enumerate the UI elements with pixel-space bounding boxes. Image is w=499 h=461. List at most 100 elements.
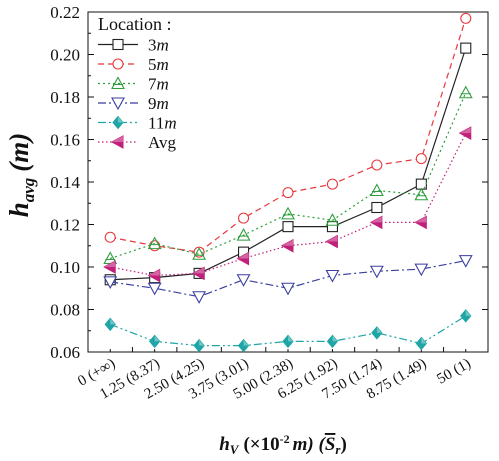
legend-label: 9m	[148, 94, 169, 113]
data-point	[147, 282, 162, 296]
data-point-shade	[243, 339, 249, 346]
legend-item: 3m	[98, 36, 169, 55]
series-avg	[103, 126, 472, 283]
y-axis-title-main: h	[4, 202, 34, 217]
data-point	[326, 334, 339, 349]
legend-marker	[112, 58, 124, 70]
legend-item: 11m	[98, 114, 177, 133]
x-axis-title-sub: V	[230, 442, 240, 457]
legend-label-unit: m	[157, 75, 169, 94]
data-point	[458, 255, 473, 268]
series-11	[104, 309, 472, 353]
data-point	[236, 251, 250, 266]
x-axis-title-main: h	[219, 434, 230, 455]
data-point	[458, 126, 472, 140]
x-axis-title-s: S	[325, 434, 336, 455]
data-point-shade	[459, 127, 471, 134]
data-point-shade	[288, 335, 293, 342]
legend-label-unit: m	[157, 36, 169, 55]
data-point-shade	[110, 318, 116, 325]
x-axis-title: hV (×10-2 m) (Sr)	[219, 432, 347, 457]
data-point	[460, 42, 472, 54]
legend-title: Location :	[98, 14, 171, 34]
data-point-shade	[421, 337, 427, 344]
data-point	[103, 260, 116, 274]
legend-label-name: 7	[148, 75, 157, 94]
legend-marker-shade	[118, 116, 123, 123]
data-point	[282, 334, 294, 349]
y-tick-label: 0.22	[50, 3, 80, 22]
data-point	[103, 276, 118, 290]
data-point	[236, 227, 251, 241]
data-point-shade	[415, 216, 427, 223]
y-axis-title-unit: (m)	[4, 133, 34, 172]
x-tick-label: 50 (1)	[434, 356, 473, 388]
legend-item: 7m	[98, 75, 169, 94]
legend-item: Avg	[98, 133, 177, 152]
data-point-shade	[237, 252, 249, 259]
data-point	[414, 187, 429, 201]
series-line	[110, 315, 467, 347]
series-line	[110, 92, 467, 260]
legend-marker	[111, 97, 125, 111]
legend-label: Avg	[148, 133, 177, 152]
data-point	[460, 309, 472, 323]
legend-label: 7m	[148, 75, 169, 94]
data-point	[237, 338, 250, 353]
data-point	[104, 317, 116, 332]
data-point-shade	[376, 326, 382, 333]
data-point	[280, 238, 294, 253]
data-point	[104, 231, 116, 243]
legend-item: 5m	[98, 55, 169, 74]
data-point-shade	[370, 216, 382, 223]
legend-label-unit: m	[157, 94, 169, 113]
y-axis-title-sub: avg	[19, 177, 38, 202]
x-axis-title-s-sub: r	[335, 442, 341, 457]
legend-label-name: 3	[148, 36, 157, 55]
data-point-shade	[154, 335, 160, 342]
data-point	[193, 338, 205, 353]
data-point	[414, 263, 429, 277]
data-point	[415, 153, 427, 165]
data-point-shade	[282, 239, 293, 246]
data-point	[371, 326, 383, 340]
legend-label-name: 9	[148, 94, 157, 113]
data-point	[414, 215, 427, 230]
y-tick-label: 0.16	[50, 131, 80, 150]
data-point	[147, 236, 162, 250]
data-point	[369, 215, 383, 230]
data-point	[325, 269, 340, 283]
data-point	[458, 85, 473, 99]
data-point	[460, 12, 472, 24]
legend-label-name: Avg	[148, 133, 177, 152]
legend-label-unit: m	[164, 114, 176, 133]
legend-label: 11m	[148, 114, 177, 133]
data-point	[147, 268, 161, 283]
data-point	[281, 282, 295, 296]
legend-label-name: 5	[148, 55, 157, 74]
y-tick-label: 0.20	[50, 46, 80, 65]
legend-label-name: 11	[148, 114, 164, 133]
y-tick-label: 0.18	[50, 88, 80, 107]
data-point-shade	[199, 339, 205, 346]
data-point	[326, 221, 338, 233]
series-9	[103, 255, 473, 304]
y-tick-label: 0.12	[50, 216, 80, 235]
axis-labels: havg(m) hV (×10-2 m) (Sr)	[4, 133, 347, 457]
x-axis-title-rest: (×10	[243, 434, 279, 455]
data-point	[149, 240, 161, 252]
series-line	[110, 132, 467, 277]
y-tick-label: 0.10	[50, 258, 80, 277]
data-point	[236, 274, 251, 287]
data-point-shade	[326, 235, 338, 242]
data-point-shade	[193, 267, 205, 274]
legend-marker	[111, 76, 125, 90]
legend-item: 9m	[98, 94, 169, 113]
data-point	[192, 266, 205, 281]
data-point	[282, 221, 294, 233]
legend-marker	[112, 115, 124, 130]
data-point	[369, 265, 384, 279]
data-point	[281, 206, 295, 220]
